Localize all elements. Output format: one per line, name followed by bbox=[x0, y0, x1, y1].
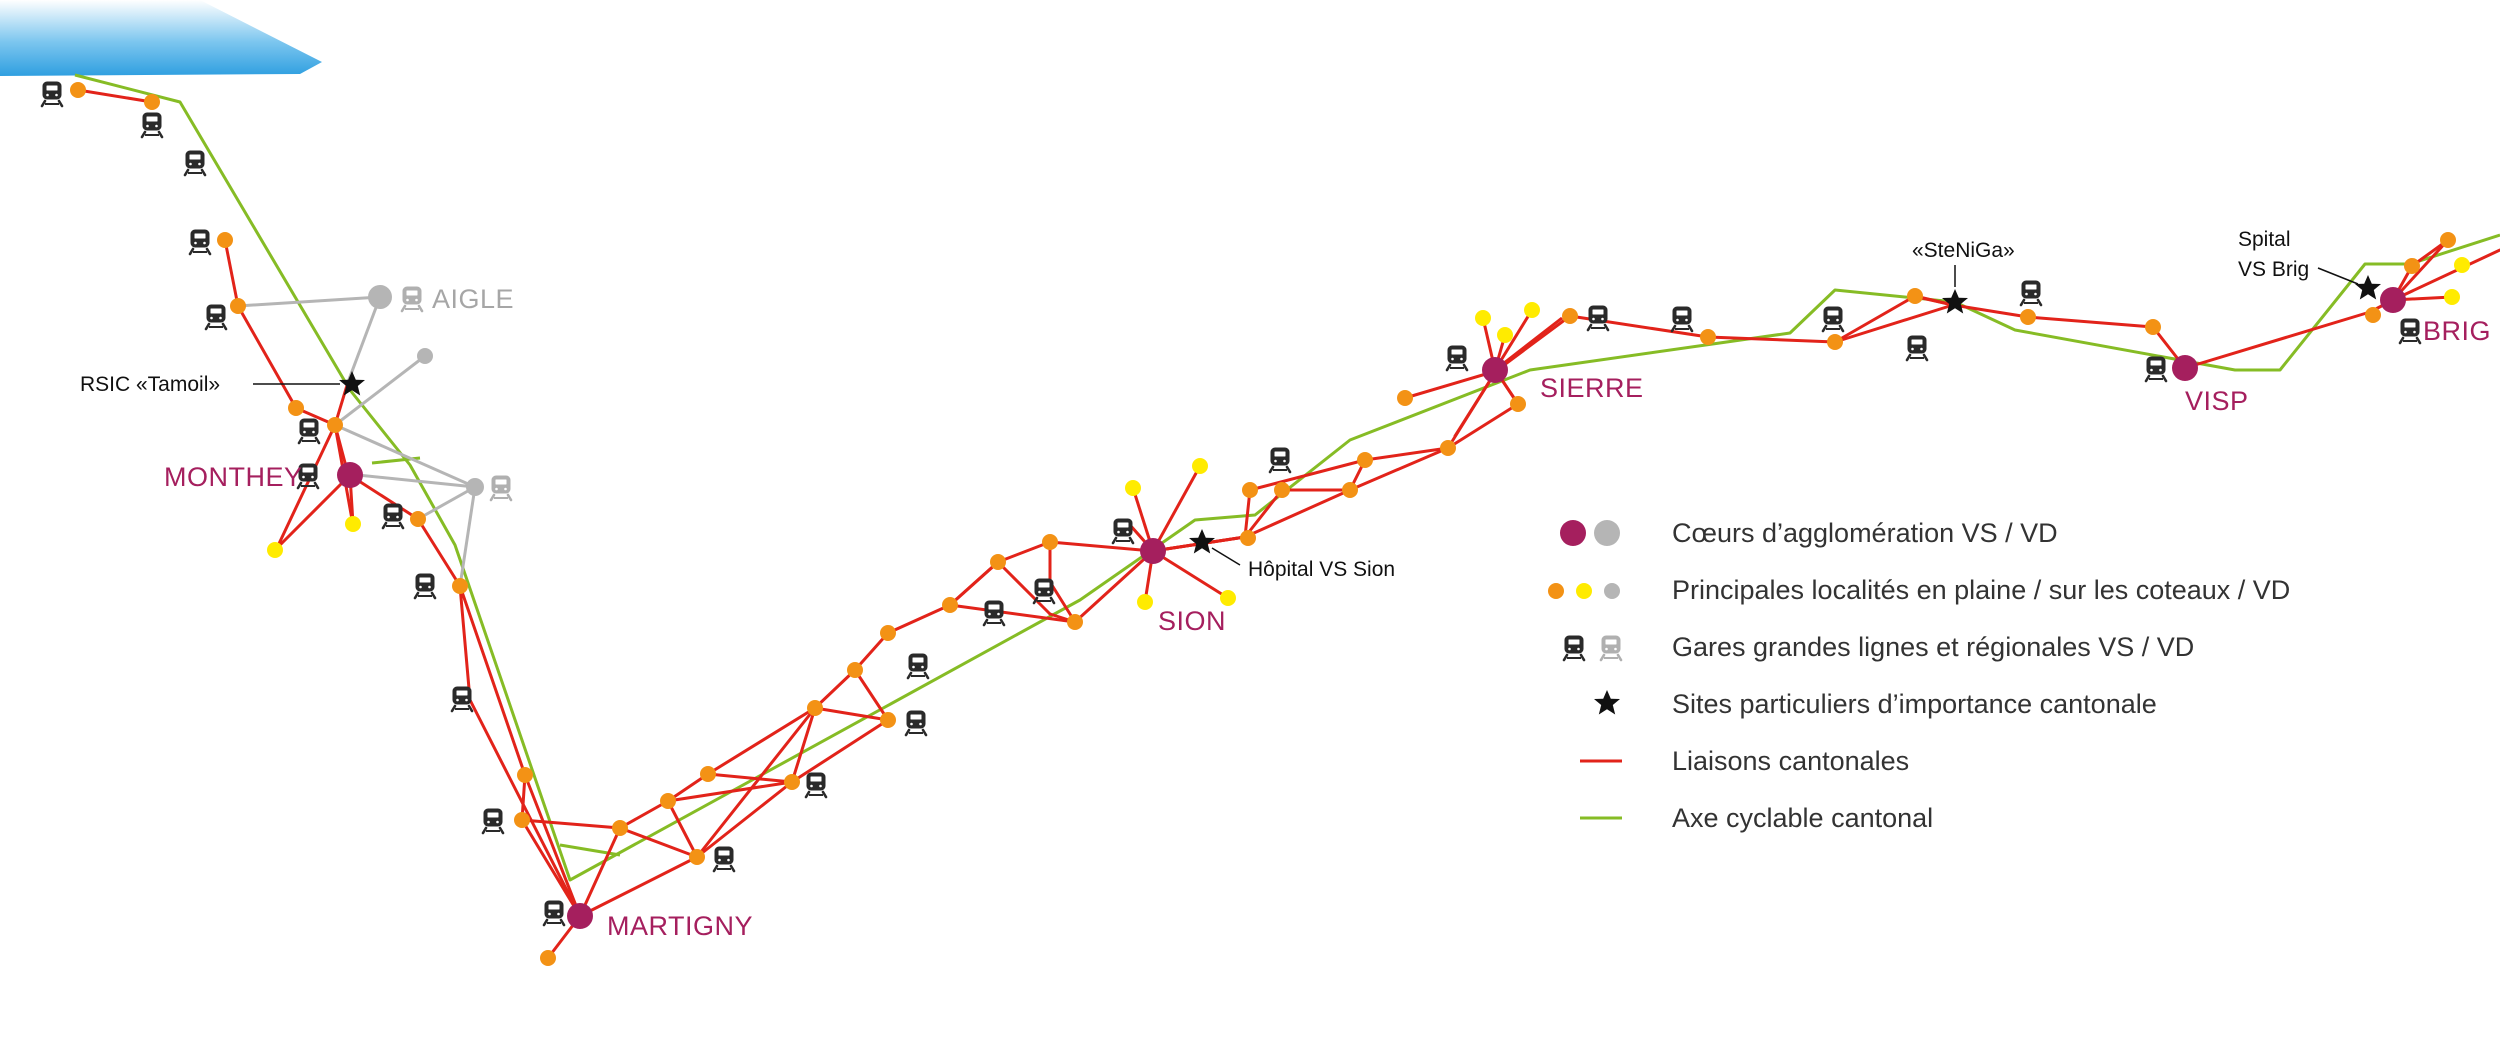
core-visp bbox=[2172, 355, 2198, 381]
train-icon bbox=[183, 149, 207, 177]
city-label-visp: VISP bbox=[2185, 386, 2249, 416]
train-icon bbox=[1670, 305, 1694, 333]
legend-cores: Cœurs d’agglomération VS / VD bbox=[1672, 518, 2058, 548]
train-icon bbox=[381, 502, 405, 530]
train-icon bbox=[904, 709, 928, 737]
lake-geneva bbox=[0, 0, 322, 76]
train-icon bbox=[2144, 355, 2168, 383]
core-brig bbox=[2380, 287, 2406, 313]
city-label-sierre: SIERRE bbox=[1540, 373, 1644, 403]
leader-lines bbox=[253, 265, 2359, 566]
train-icon bbox=[40, 80, 64, 108]
stations-vs bbox=[40, 80, 2422, 927]
train-icon bbox=[204, 303, 228, 331]
star-icon bbox=[2355, 275, 2381, 300]
city-label-sion: SION bbox=[1158, 606, 1226, 636]
vd-liaisons bbox=[237, 295, 477, 587]
vd-core-aigle bbox=[368, 285, 392, 309]
train-icon bbox=[1905, 334, 1929, 362]
core-monthey bbox=[337, 462, 363, 488]
train-icon bbox=[1111, 517, 1135, 545]
train-icon bbox=[450, 685, 474, 713]
legend-plain-dot bbox=[1548, 583, 1564, 599]
city-label-martigny: MARTIGNY bbox=[607, 911, 753, 941]
site-label-spital-line1: Spital bbox=[2238, 228, 2291, 251]
legend: Cœurs d’agglomération VS / VD Principale… bbox=[1560, 518, 2290, 833]
legend-train-icon-vd bbox=[1599, 634, 1623, 662]
train-icon bbox=[542, 899, 566, 927]
core-martigny bbox=[567, 903, 593, 929]
train-icon bbox=[140, 111, 164, 139]
city-label-monthey: MONTHEY bbox=[164, 462, 303, 492]
site-label-steniga: «SteNiGa» bbox=[1912, 239, 2015, 262]
cycle-route bbox=[74, 73, 2500, 882]
plain-localities bbox=[70, 82, 2456, 966]
train-icon bbox=[188, 228, 212, 256]
legend-slope-dot bbox=[1576, 583, 1592, 599]
site-label-spital-line2: VS Brig bbox=[2238, 258, 2309, 281]
train-icon bbox=[1445, 344, 1469, 372]
star-icon bbox=[1189, 529, 1215, 554]
legend-localities: Principales localités en plaine / sur le… bbox=[1672, 575, 2290, 605]
train-icon bbox=[804, 771, 828, 799]
train-icon bbox=[1268, 446, 1292, 474]
train-icon bbox=[2019, 279, 2043, 307]
legend-vs-core-dot bbox=[1560, 520, 1586, 546]
train-icon bbox=[712, 845, 736, 873]
legend-vd-locality-dot bbox=[1604, 583, 1620, 599]
train-icon bbox=[1586, 304, 1610, 332]
legend-sites: Sites particuliers d’importance cantonal… bbox=[1672, 689, 2157, 719]
train-icon bbox=[906, 652, 930, 680]
cantonal-liaisons bbox=[76, 88, 2500, 960]
train-icon bbox=[1032, 577, 1056, 605]
stations-vd bbox=[400, 285, 1623, 662]
legend-cycle: Axe cyclable cantonal bbox=[1672, 803, 1933, 833]
site-label-hopital: Hôpital VS Sion bbox=[1248, 558, 1395, 581]
vd-localities bbox=[368, 285, 484, 496]
vs-cores bbox=[337, 287, 2406, 929]
city-label-brig: BRIG bbox=[2423, 316, 2491, 346]
vd-locality bbox=[466, 478, 484, 496]
train-icon bbox=[297, 417, 321, 445]
star-icon bbox=[1942, 289, 1968, 314]
core-sierre bbox=[1482, 357, 1508, 383]
legend-vd-core-dot bbox=[1594, 520, 1620, 546]
train-icon bbox=[1821, 305, 1845, 333]
vd-locality bbox=[417, 348, 433, 364]
train-icon bbox=[413, 572, 437, 600]
core-sion bbox=[1140, 538, 1166, 564]
legend-liaisons: Liaisons cantonales bbox=[1672, 746, 1909, 776]
train-icon bbox=[481, 807, 505, 835]
legend-train-icon-vs bbox=[1562, 634, 1586, 662]
legend-star-icon bbox=[1594, 690, 1620, 715]
train-icon bbox=[2398, 317, 2422, 345]
legend-stations: Gares grandes lignes et régionales VS / … bbox=[1672, 632, 2194, 662]
train-icon bbox=[400, 285, 424, 313]
train-icon bbox=[982, 599, 1006, 627]
train-icon bbox=[489, 474, 513, 502]
city-label-aigle: AIGLE bbox=[432, 284, 514, 314]
site-label-rsic: RSIC «Tamoil» bbox=[80, 373, 220, 396]
slope-localities bbox=[267, 257, 2470, 610]
